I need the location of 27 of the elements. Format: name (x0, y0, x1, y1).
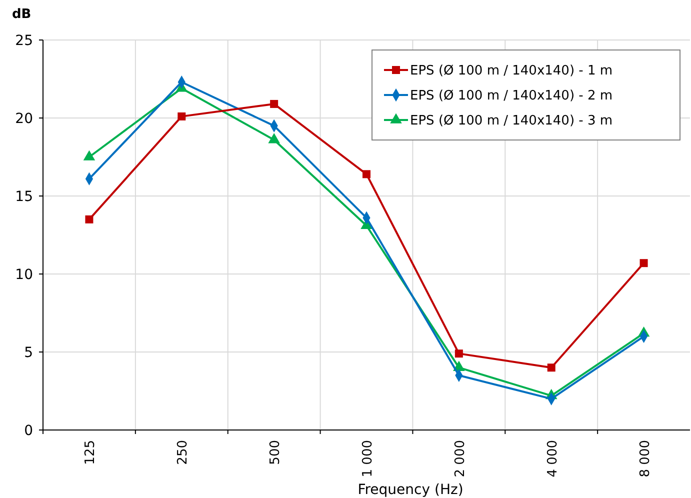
y-tick-label: 0 (24, 422, 33, 439)
x-tick-label: 500 (268, 440, 284, 465)
point (454, 350, 463, 358)
legend-label: EPS (Ø 100 m / 140x140) - 3 m (410, 114, 613, 129)
x-axis-title: Frequency (Hz) (358, 482, 464, 498)
x-tick-label: 125 (83, 440, 98, 465)
y-tick-label: 20 (15, 110, 33, 127)
y-tick-label: 10 (15, 266, 33, 283)
y-tick-label: 5 (24, 344, 33, 361)
x-tick-label: 1 000 (360, 440, 376, 478)
point (640, 259, 648, 268)
y-axis-title: dB (12, 7, 32, 22)
legend-label: EPS (Ø 100 m / 140x140) - 2 m (410, 88, 613, 104)
y-tick-label: 15 (15, 188, 33, 205)
point (268, 133, 280, 144)
y-tick-label: 25 (15, 32, 33, 49)
x-tick-label: 4 000 (545, 440, 560, 478)
point (178, 112, 186, 120)
point (270, 100, 278, 108)
x-tick-label: 250 (176, 440, 191, 465)
legend-label: EPS (Ø 100 m / 140x140) - 1 m (410, 64, 613, 79)
point (85, 215, 94, 224)
x-tick-label: 2 000 (452, 440, 468, 478)
x-tick-label: 8 000 (638, 440, 653, 478)
point (547, 364, 556, 372)
point (83, 150, 96, 160)
point (362, 170, 370, 178)
